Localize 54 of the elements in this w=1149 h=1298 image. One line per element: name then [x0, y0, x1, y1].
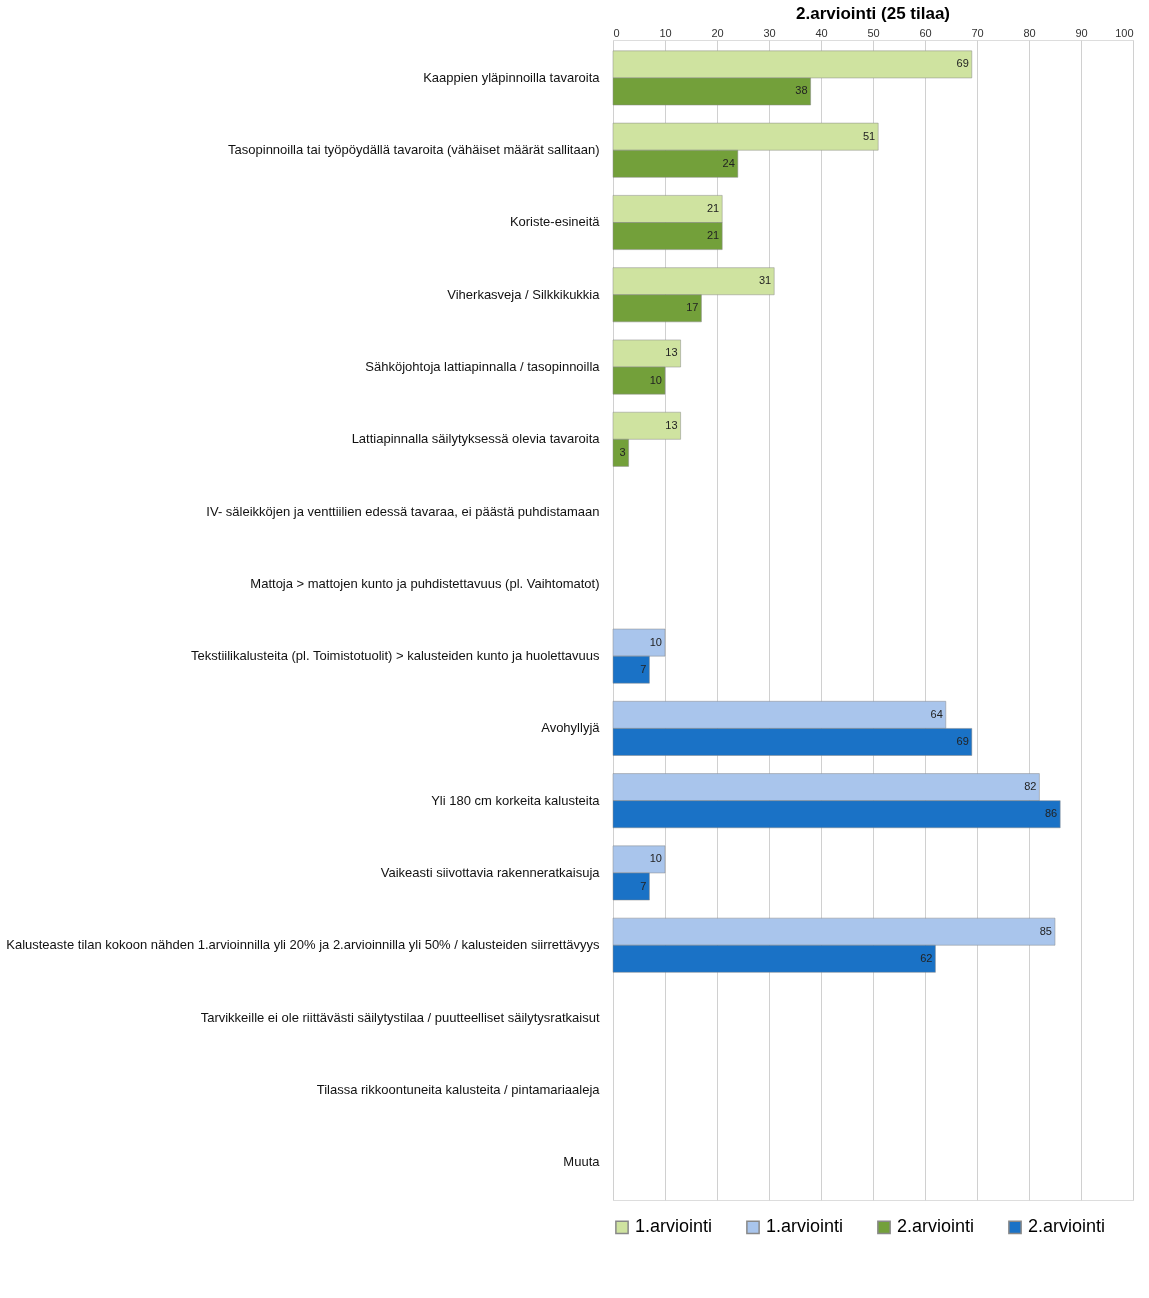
y-tick-label: Tarvikkeille ei ole riittävästi säilytystilaa / puutteelliset säilytysratkaisut: [200, 1009, 600, 1025]
data-label: 31: [758, 274, 772, 287]
y-tick-label: Tekstiilikalusteita (pl. Toimistotuolit) > kalusteiden kunto ja huolettavuus: [191, 648, 600, 664]
x-tick-label: 0: [613, 26, 620, 39]
y-tick-label: Avohyllyjä: [541, 720, 601, 736]
legend-label: 2.arviointi: [1028, 1216, 1106, 1237]
legend-label: 1.arviointi: [635, 1216, 713, 1237]
data-label: 13: [665, 346, 678, 359]
y-tick-label: Lattiapinnalla säilytyksessä olevia tavaroita: [351, 431, 601, 447]
data-label: 21: [706, 201, 720, 214]
data-label: 51: [862, 129, 876, 142]
chart-title: 2.arviointi (25 tilaa): [796, 4, 950, 23]
data-label: 10: [649, 635, 662, 648]
y-tick-label: Sähköjohtoja lattiapinnalla / tasopinnoilla: [365, 359, 601, 375]
y-tick-label: Kalusteaste tilan kokoon nähden 1.arvioinnilla yli 20% ja 2.arvioinnilla yli 50% / kalusteiden siirrettävyys: [6, 937, 600, 953]
data-label: 86: [1044, 807, 1058, 820]
y-tick-label: Muuta: [563, 1154, 601, 1170]
x-tick-label: 50: [867, 26, 880, 39]
x-tick-label: 70: [971, 26, 984, 39]
y-tick-label: Viherkasveja / Silkkikukkia: [447, 286, 601, 302]
data-label: 10: [649, 373, 662, 386]
y-tick-label: Tasopinnoilla tai työpöydällä tavaroita (vähäiset määrät sallitaan): [228, 142, 600, 158]
x-tick-label: 90: [1075, 26, 1088, 39]
x-tick-label: 60: [919, 26, 932, 39]
data-label: 21: [706, 229, 720, 242]
data-label: 62: [920, 951, 933, 964]
data-label: 38: [795, 84, 808, 97]
y-tick-label: Mattoja > mattojen kunto ja puhdistettavuus (pl. Vaihtomatot): [250, 575, 600, 591]
x-tick-label: 10: [659, 26, 672, 39]
data-label: 13: [665, 418, 678, 431]
y-tick-label: Kaappien yläpinnoilla tavaroita: [423, 69, 601, 85]
y-tick-label: Koriste-esineitä: [509, 214, 601, 230]
data-label: 64: [930, 707, 943, 720]
data-label: 82: [1024, 780, 1037, 793]
data-label: 69: [956, 57, 969, 70]
x-tick-label: 80: [1023, 26, 1036, 39]
data-label: 69: [956, 734, 969, 747]
y-tick-label: Yli 180 cm korkeita kalusteita: [431, 792, 601, 808]
data-label: 85: [1039, 924, 1052, 937]
x-tick-label: 20: [711, 26, 724, 39]
x-tick-label: 40: [815, 26, 828, 39]
y-tick-label: Vaikeasti siivottavia rakenneratkaisuja: [380, 864, 601, 880]
data-label: 7: [640, 662, 647, 675]
data-label: 10: [649, 852, 662, 865]
legend-label: 2.arviointi: [897, 1216, 975, 1237]
x-tick-label: 30: [763, 26, 776, 39]
x-tick-label: 100: [1115, 26, 1134, 39]
data-label: 3: [619, 445, 626, 458]
legend-label: 1.arviointi: [766, 1216, 844, 1237]
y-tick-label: Tilassa rikkoontuneita kalusteita / pintamariaaleja: [316, 1081, 601, 1097]
data-label: 24: [722, 156, 735, 169]
y-tick-label: IV- säleikköjen ja venttiilien edessä tavaraa, ei päästä puhdistamaan: [206, 503, 600, 519]
data-label: 17: [686, 301, 699, 314]
data-label: 7: [640, 879, 647, 892]
